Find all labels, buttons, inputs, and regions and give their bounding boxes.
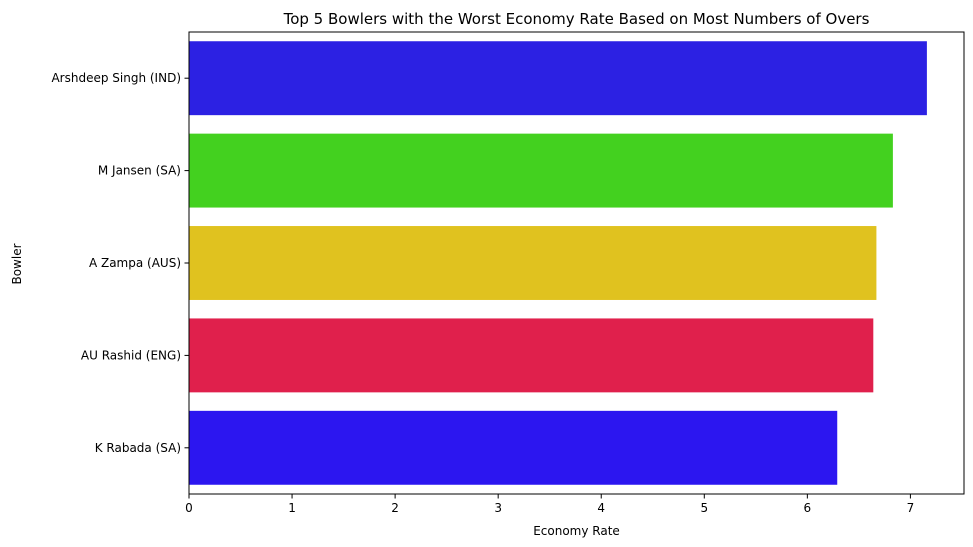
bar-2: [189, 226, 877, 300]
y-axis-title: Bowler: [10, 243, 24, 284]
x-tick-label-4: 4: [597, 501, 605, 515]
y-tick-label-0: Arshdeep Singh (IND): [51, 71, 181, 85]
y-tick-label-3: AU Rashid (ENG): [81, 348, 181, 362]
x-tick-label-0: 0: [185, 501, 193, 515]
bar-4: [189, 410, 838, 485]
x-tick-label-2: 2: [391, 501, 399, 515]
x-tick-label-1: 1: [288, 501, 296, 515]
y-tick-label-1: M Jansen (SA): [98, 164, 181, 178]
bars-group: [189, 41, 927, 485]
y-tick-label-2: A Zampa (AUS): [89, 256, 181, 270]
y-tick-label-4: K Rabada (SA): [95, 441, 181, 455]
bar-0: [189, 41, 927, 116]
plot-frame: [188, 31, 965, 495]
x-tick-label-7: 7: [907, 501, 915, 515]
x-tick-label-6: 6: [804, 501, 812, 515]
x-tick-label-3: 3: [494, 501, 502, 515]
bar-1: [189, 133, 893, 208]
bar-3: [189, 318, 874, 393]
x-tick-label-5: 5: [700, 501, 708, 515]
axes-group: Arshdeep Singh (IND) M Jansen (SA) A Zampa…: [51, 31, 965, 515]
chart-title: Top 5 Bowlers with the Worst Economy Rat…: [283, 10, 870, 28]
x-axis-title: Economy Rate: [533, 524, 620, 538]
